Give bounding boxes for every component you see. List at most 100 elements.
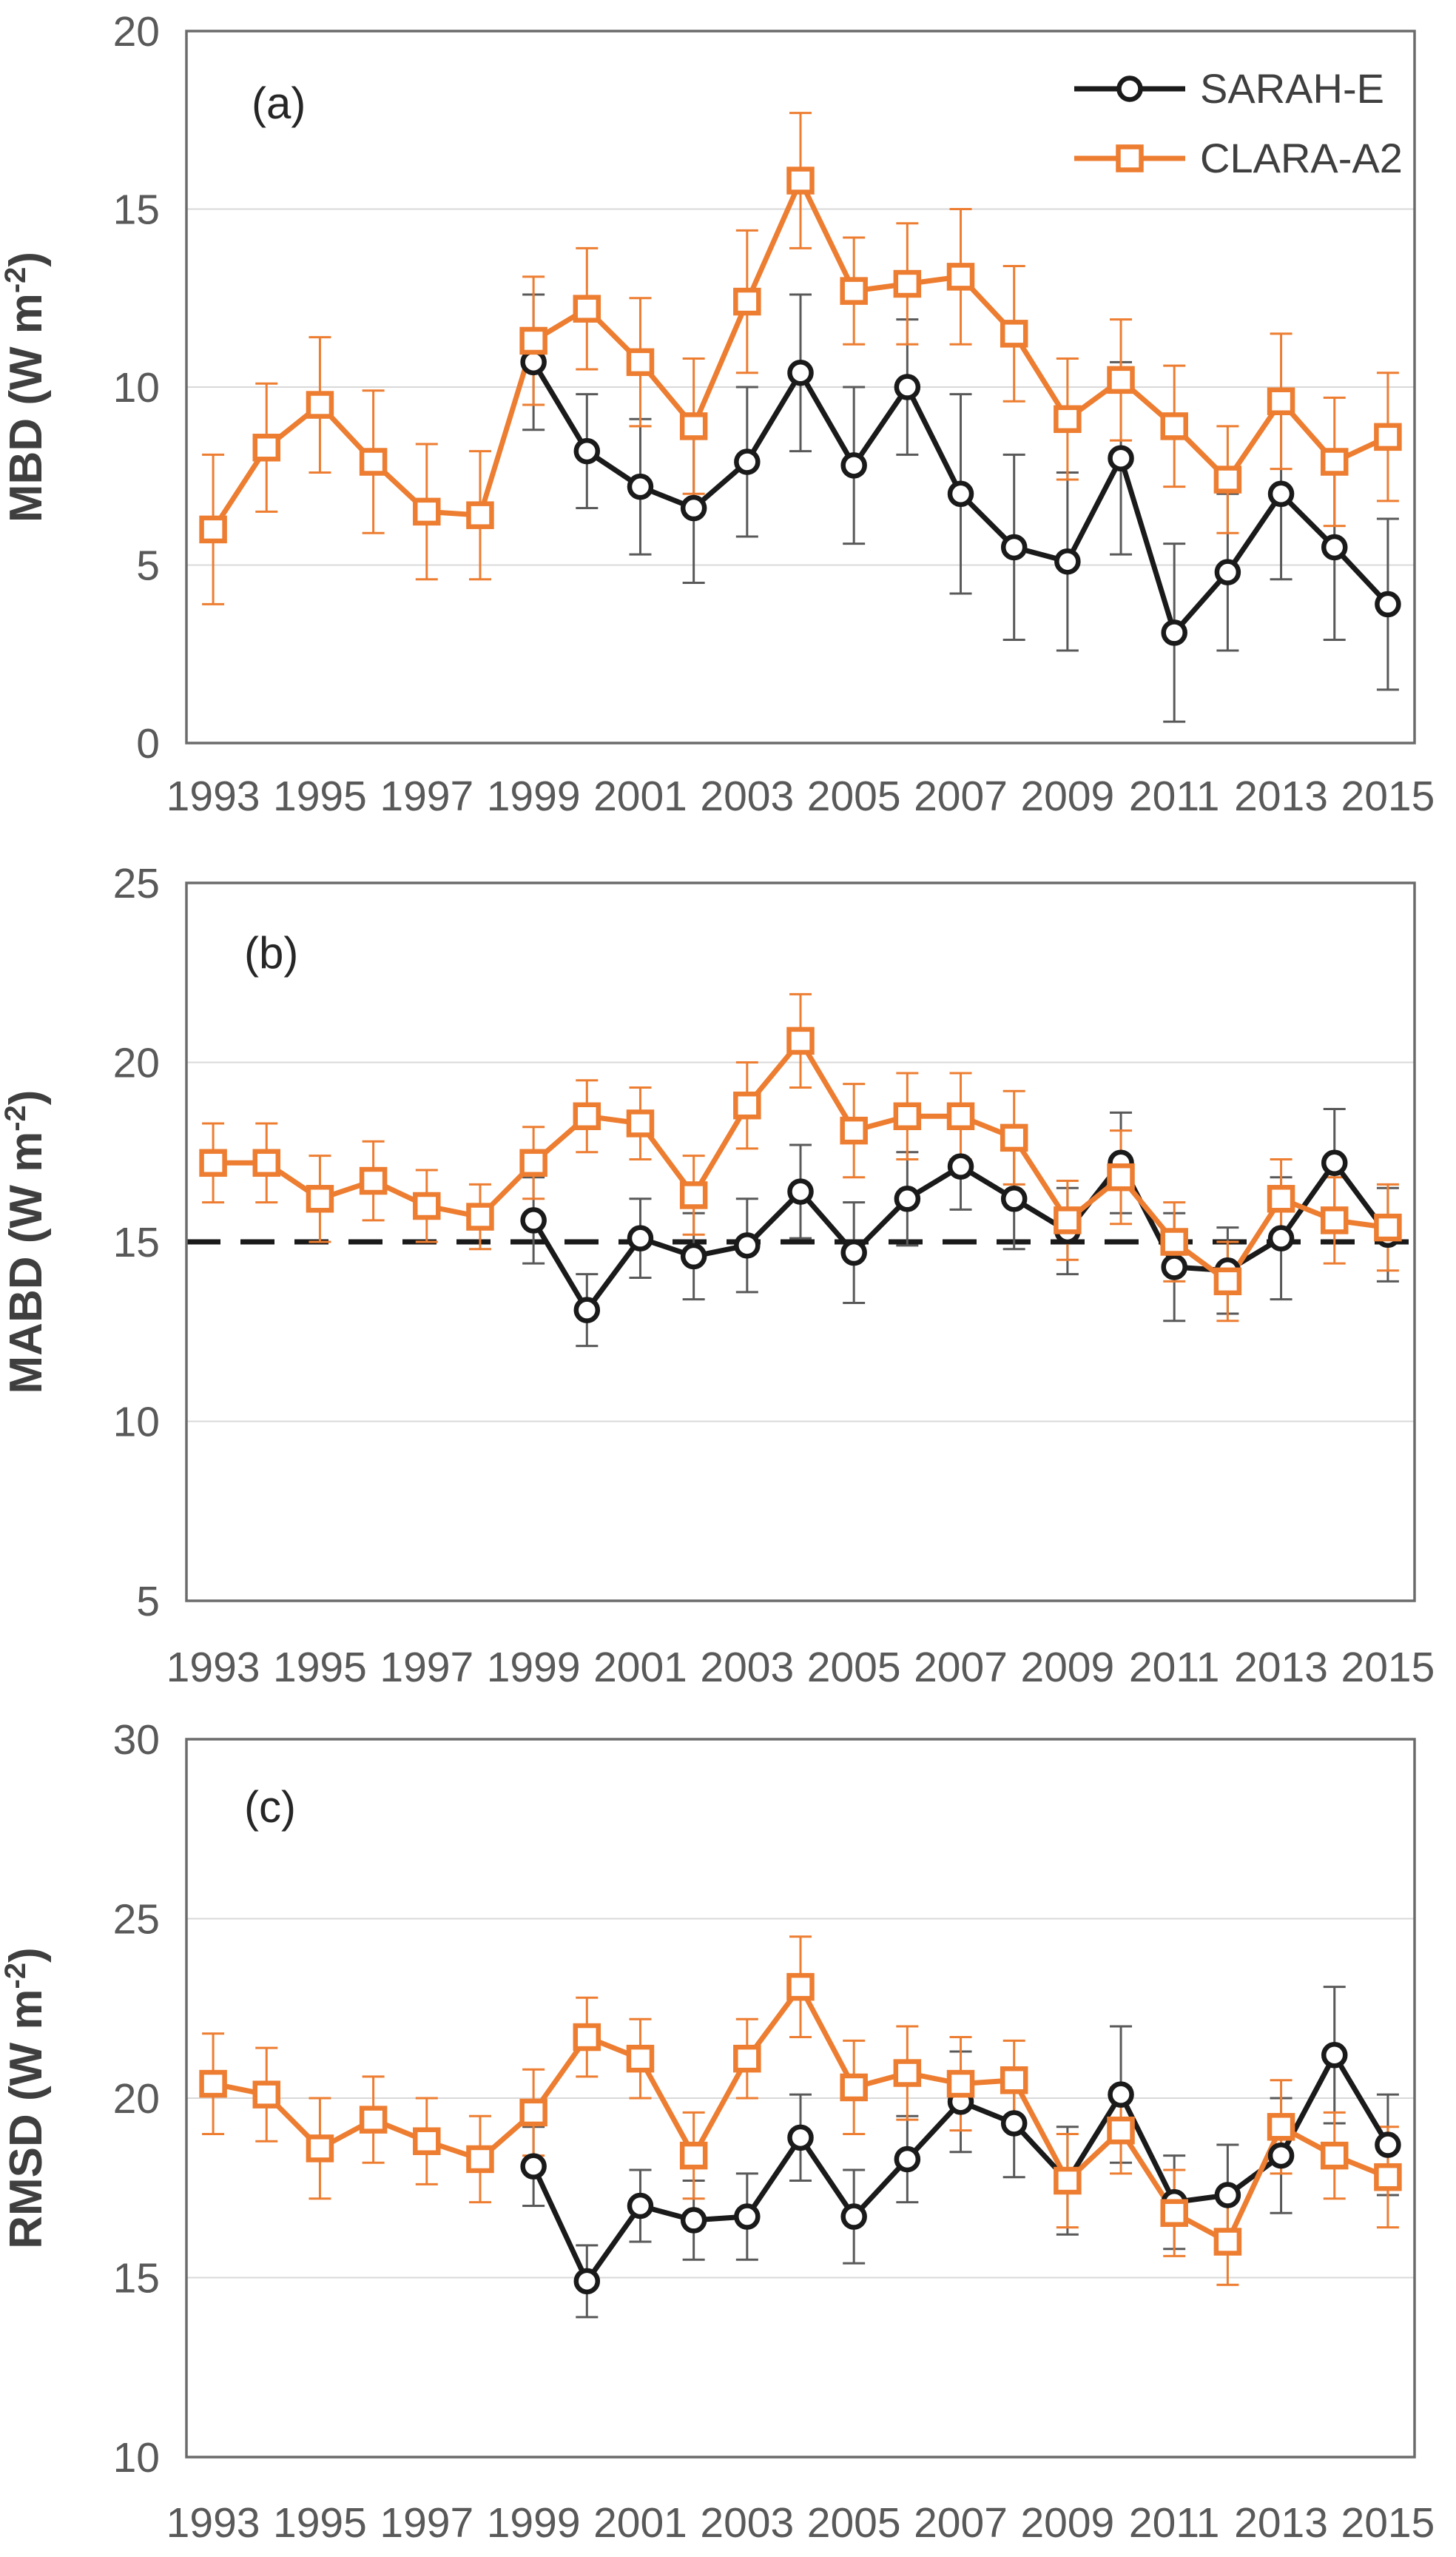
data-point-circle [573, 437, 601, 465]
y-tick-label: 10 [113, 1399, 160, 1446]
data-point-square [1267, 387, 1295, 415]
data-point-square [733, 287, 761, 316]
chart-panel-c: 10 15 20 25 30 1993 1995 1997 1999 2001 2003 2005 20… [0, 1716, 1435, 2547]
data-point-circle [1000, 1186, 1028, 1212]
data-point-circle [627, 1225, 654, 1251]
x-tick-label: 2013 [1234, 2499, 1328, 2547]
x-tick-label: 2013 [1234, 1644, 1328, 1691]
data-point-circle [1321, 1149, 1348, 1177]
data-point-circle [1321, 534, 1348, 561]
x-tick-label: 2003 [700, 2499, 794, 2547]
plot-frame [185, 30, 1416, 745]
data-point-circle [520, 2153, 547, 2180]
data-point-circle [1000, 534, 1028, 561]
data-point-square [199, 1149, 227, 1177]
data-point-circle [787, 1178, 814, 1205]
x-tick-label: 2011 [1129, 1644, 1220, 1691]
legend-marker-square [1116, 144, 1144, 172]
y-tick-label: 0 [136, 720, 160, 767]
x-tick-label: 2003 [700, 1644, 794, 1691]
data-point-square [1374, 423, 1402, 451]
data-point-circle [1375, 2131, 1401, 2158]
data-point-square [1374, 2163, 1402, 2191]
data-point-circle [627, 473, 654, 500]
series-markers-clara-a2 [199, 167, 1402, 544]
panel-label: (c) [244, 1782, 296, 1832]
data-point-circle [894, 1186, 921, 1212]
x-tick-label: 1995 [273, 773, 367, 820]
series-markers-clara-a2 [199, 1972, 1402, 2256]
data-point-square [840, 2073, 868, 2102]
data-point-square [466, 1203, 494, 1231]
y-tick-label: 30 [113, 1716, 160, 1764]
data-point-square [679, 2141, 708, 2170]
panel-label: (a) [252, 78, 306, 128]
data-point-square [1000, 2066, 1028, 2094]
x-tick-label: 2009 [1020, 1644, 1114, 1691]
data-point-square [679, 412, 708, 440]
data-point-circle [787, 360, 814, 386]
data-point-circle [947, 1153, 974, 1180]
x-tick-label: 1993 [166, 1644, 260, 1691]
x-tick-label: 1997 [380, 2499, 473, 2547]
data-point-square [466, 501, 494, 529]
data-point-square [1320, 1206, 1349, 1234]
x-tick-label: 2007 [914, 773, 1008, 820]
x-tick-label: 1999 [487, 1644, 581, 1691]
series-markers-sarah-e [520, 1149, 1401, 1323]
data-point-circle [520, 1207, 547, 1234]
data-point-square [519, 2098, 547, 2127]
y-tick-label: 20 [113, 2075, 160, 2123]
y-tick-label: 15 [113, 187, 160, 234]
data-point-square [252, 2080, 281, 2109]
data-point-square [1000, 1123, 1028, 1152]
data-point-square [1054, 405, 1082, 434]
x-tick-label: 2005 [807, 1644, 901, 1691]
y-tick-label: 15 [113, 1219, 160, 1266]
data-point-circle [680, 2207, 707, 2234]
y-axis-ticks: 5 10 15 20 25 [113, 860, 160, 1625]
data-point-circle [680, 494, 707, 522]
legend: SARAH-E CLARA-A2 [1074, 65, 1403, 181]
y-axis-title: MABD (W m-2) [0, 1090, 52, 1394]
data-point-circle [734, 2203, 761, 2230]
x-tick-label: 1997 [380, 1644, 473, 1691]
data-point-square [413, 2127, 441, 2155]
data-point-circle [840, 1239, 867, 1266]
x-tick-label: 2009 [1020, 773, 1114, 820]
data-point-square [679, 1181, 708, 1209]
data-point-square [946, 263, 975, 291]
data-point-circle [840, 452, 867, 479]
data-point-circle [1000, 2110, 1028, 2137]
data-point-square [573, 2023, 601, 2052]
data-point-square [1213, 1267, 1242, 1296]
data-point-square [946, 2069, 975, 2098]
data-point-square [1107, 2116, 1135, 2145]
data-point-square [733, 2044, 761, 2073]
data-point-square [306, 2134, 334, 2163]
x-tick-label: 1995 [273, 1644, 367, 1691]
data-point-square [359, 1166, 388, 1195]
data-point-circle [627, 2192, 654, 2220]
x-tick-label: 2013 [1234, 773, 1328, 820]
y-tick-label: 20 [113, 8, 160, 56]
data-point-square [306, 1185, 334, 1213]
data-point-square [573, 295, 601, 323]
series-markers-sarah-e [520, 349, 1401, 646]
data-point-square [733, 1091, 761, 1120]
y-axis-title: MBD (W m-2) [0, 252, 52, 523]
x-tick-label: 2015 [1341, 773, 1435, 820]
x-tick-label: 2001 [593, 773, 687, 820]
data-point-square [1160, 2199, 1188, 2227]
data-point-square [359, 448, 388, 476]
data-point-circle [1108, 445, 1134, 471]
x-tick-label: 2001 [593, 1644, 687, 1691]
data-point-square [893, 1102, 922, 1130]
x-tick-label: 1999 [487, 2499, 581, 2547]
data-point-square [519, 1149, 547, 1177]
data-point-square [626, 2044, 655, 2073]
data-point-circle [894, 2146, 921, 2173]
x-tick-label: 2007 [914, 2499, 1008, 2547]
